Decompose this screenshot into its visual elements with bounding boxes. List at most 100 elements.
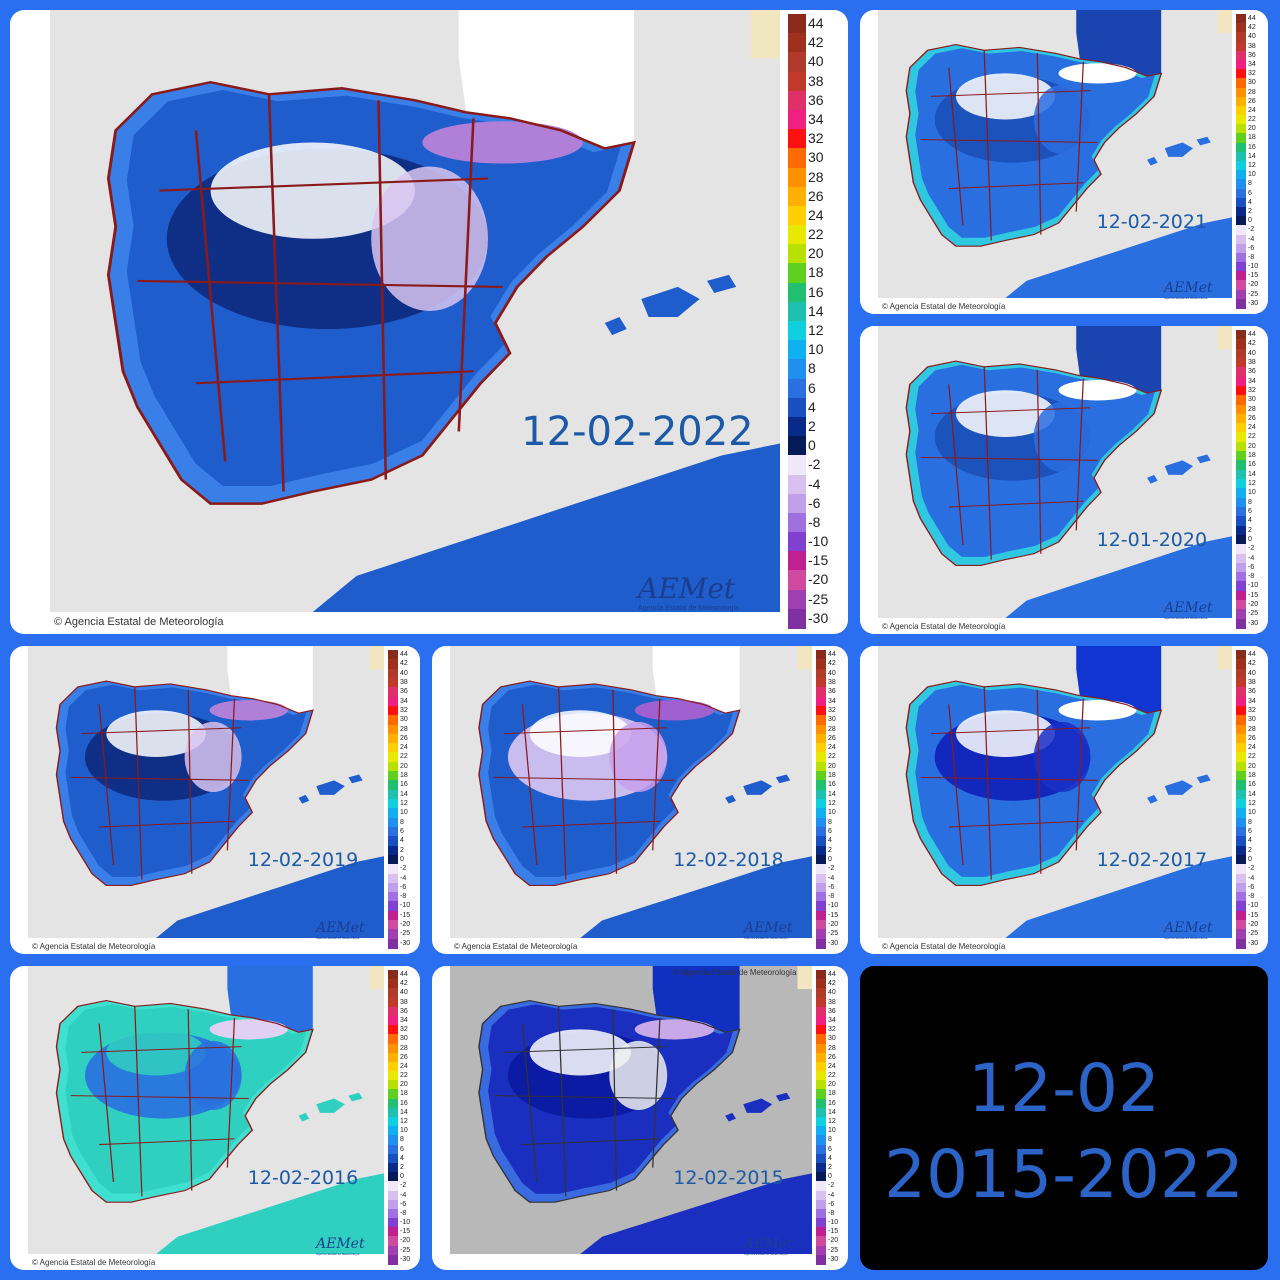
- legend-label: 4: [808, 398, 816, 415]
- legend-label: 2: [1248, 526, 1252, 534]
- legend-label: -8: [400, 893, 407, 901]
- legend-label: 24: [828, 1062, 836, 1070]
- map-tile-2020: 44 42 40 38 36 34 32 30 28 26 24 22 20 18 16 14 12 10 8 6 4 2…: [860, 326, 1268, 634]
- temperature-legend: 44 42 40 38 36 34 32 30 28 26 24 22 20 18 16 14 12 10 8 6 4 2…: [788, 14, 848, 629]
- legend-label: 6: [1248, 189, 1252, 197]
- province-border: [226, 698, 236, 851]
- legend-label: 44: [1248, 331, 1256, 338]
- legend-label: -10: [400, 902, 411, 910]
- province-border: [920, 776, 1098, 781]
- temperature-legend: 44 42 40 38 36 34 32 30 28 26 24 22 20 18 16 14 12 10 8 6 4 2…: [388, 650, 420, 949]
- legend-label: 34: [1248, 60, 1256, 68]
- legend-label: 20: [1248, 442, 1256, 450]
- legend-label: 8: [1248, 498, 1252, 506]
- province-border: [187, 1009, 193, 1191]
- legend-color-swatch: [788, 551, 806, 571]
- legend-label: 0: [400, 1173, 404, 1181]
- legend-color-swatch: [1236, 892, 1246, 902]
- legend-label: -30: [1248, 619, 1259, 627]
- province-border: [504, 727, 668, 735]
- legend-label: 28: [828, 725, 836, 733]
- legend-label: -30: [828, 939, 839, 947]
- legend-color-swatch: [788, 14, 806, 34]
- legend-label: 8: [400, 818, 404, 826]
- legend-color-swatch: [816, 1236, 826, 1247]
- north-africa-area: [580, 1173, 812, 1254]
- legend-color-swatch: [1236, 659, 1246, 670]
- legend-label: 28: [400, 1044, 408, 1052]
- province-border: [931, 90, 1091, 97]
- province-border: [457, 118, 475, 432]
- legend-label: -2: [1248, 545, 1255, 553]
- legend-label: 6: [400, 1145, 404, 1153]
- map-figure: [878, 326, 1232, 618]
- legend-color-swatch: [816, 1061, 826, 1072]
- legend-color-swatch: [1236, 262, 1246, 272]
- menorca-island: [348, 774, 363, 784]
- legend-label: 42: [828, 660, 836, 668]
- ibiza-island: [1147, 794, 1158, 804]
- legend-label: 38: [400, 678, 408, 686]
- legend-color-swatch: [816, 715, 826, 725]
- ibiza-island: [298, 794, 310, 804]
- legend-label: 38: [1248, 678, 1256, 686]
- province-border: [70, 1095, 249, 1099]
- legend-color-swatch: [816, 1254, 826, 1265]
- legend-color-swatch: [1236, 348, 1246, 359]
- legend-label: 4: [400, 837, 404, 845]
- legend-color-swatch: [1236, 330, 1246, 340]
- pyrenees-zone: [1058, 63, 1137, 84]
- map-date-label: 12-02-2018: [673, 849, 784, 872]
- land-corner: [1217, 326, 1232, 350]
- north-africa-area: [1005, 217, 1232, 298]
- legend-label: -2: [1248, 226, 1255, 234]
- pyrenees-zone: [209, 1019, 288, 1040]
- map-date-label: 12-02-2021: [1096, 210, 1208, 233]
- legend-color-swatch: [816, 761, 826, 772]
- legend-color-swatch: [816, 733, 826, 744]
- legend-color-swatch: [388, 997, 398, 1008]
- france-area: [227, 646, 313, 714]
- legend-color-swatch: [1236, 188, 1246, 199]
- legend-color-swatch: [1236, 516, 1246, 527]
- legend-label: -6: [400, 1200, 407, 1208]
- legend-label: 4: [1248, 198, 1252, 206]
- country-border: [478, 999, 741, 1203]
- legend-label: -20: [400, 1237, 411, 1245]
- legend-label: 30: [400, 1035, 408, 1043]
- legend-label: 32: [808, 130, 824, 147]
- map-date-label: 12-01-2020: [1096, 529, 1208, 552]
- legend-color-swatch: [1236, 69, 1246, 79]
- temperature-legend: 44 42 40 38 36 34 32 30 28 26 24 22 20 18 16 14 12 10 8 6 4 2…: [1236, 14, 1268, 309]
- legend-label: 24: [808, 206, 824, 223]
- province-border: [652, 1017, 661, 1168]
- country-border: [905, 680, 1163, 887]
- legend-label: -25: [808, 590, 829, 607]
- legend-label: 36: [828, 1007, 836, 1015]
- legend-label: 0: [828, 855, 832, 863]
- legend-color-swatch: [1236, 572, 1246, 582]
- legend-color-swatch: [1236, 404, 1246, 415]
- legend-label: -15: [808, 552, 829, 569]
- legend-color-swatch: [1236, 780, 1246, 791]
- legend-color-swatch: [388, 771, 398, 781]
- legend-color-swatch: [1236, 197, 1246, 208]
- legend-label: 34: [400, 697, 408, 705]
- legend-label: 24: [828, 744, 836, 752]
- legend-label: 36: [400, 1007, 408, 1015]
- legend-color-swatch: [788, 378, 806, 399]
- legend-color-swatch: [1236, 460, 1246, 471]
- legend-label: 0: [1248, 535, 1252, 543]
- legend-color-swatch: [388, 1025, 398, 1035]
- legend-color-swatch: [1236, 243, 1246, 254]
- province-border: [931, 727, 1091, 735]
- aemet-logo: AEMet Agencia Estatal de Meteorología: [1164, 920, 1213, 940]
- legend-color-swatch: [788, 474, 806, 495]
- mallorca-island: [316, 1098, 345, 1113]
- legend-color-swatch: [388, 873, 398, 884]
- legend-color-swatch: [1236, 87, 1246, 98]
- legend-label: 12: [1248, 800, 1256, 807]
- province-border: [948, 384, 964, 546]
- legend-color-swatch: [388, 1061, 398, 1072]
- province-border: [521, 1023, 538, 1183]
